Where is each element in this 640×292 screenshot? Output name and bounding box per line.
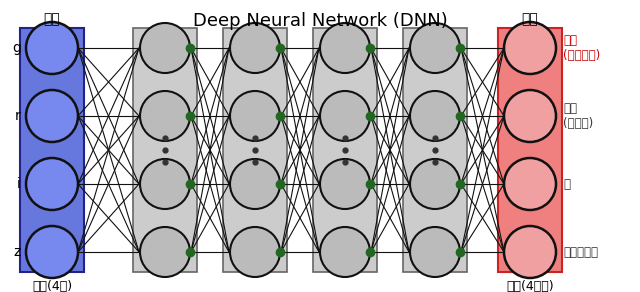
- Ellipse shape: [504, 158, 556, 210]
- Ellipse shape: [26, 22, 78, 74]
- Ellipse shape: [26, 90, 78, 142]
- Ellipse shape: [410, 227, 460, 277]
- Text: 出力: 出力: [522, 12, 538, 26]
- Text: 星: 星: [563, 178, 570, 190]
- Text: r: r: [15, 109, 21, 123]
- Ellipse shape: [410, 159, 460, 209]
- Bar: [498, 28, 562, 272]
- Text: 確率(4種類): 確率(4種類): [506, 280, 554, 292]
- Ellipse shape: [140, 159, 190, 209]
- Ellipse shape: [140, 91, 190, 141]
- Ellipse shape: [320, 227, 370, 277]
- Bar: [133, 28, 197, 272]
- Ellipse shape: [230, 159, 280, 209]
- Ellipse shape: [504, 22, 556, 74]
- Text: 入力: 入力: [44, 12, 60, 26]
- Ellipse shape: [320, 159, 370, 209]
- Text: Deep Neural Network (DNN): Deep Neural Network (DNN): [193, 12, 447, 30]
- Bar: [405, 144, 465, 156]
- Text: g: g: [12, 41, 21, 55]
- Bar: [20, 28, 84, 272]
- Text: 等級(4色): 等級(4色): [32, 280, 72, 292]
- Text: 銀河
(その他): 銀河 (その他): [563, 102, 593, 130]
- Ellipse shape: [504, 226, 556, 278]
- Ellipse shape: [230, 91, 280, 141]
- Bar: [313, 28, 377, 272]
- Text: 銀河
(形成初期): 銀河 (形成初期): [563, 34, 600, 62]
- Ellipse shape: [140, 23, 190, 73]
- Ellipse shape: [320, 91, 370, 141]
- Text: i: i: [17, 177, 21, 191]
- Ellipse shape: [320, 23, 370, 73]
- Ellipse shape: [230, 227, 280, 277]
- Ellipse shape: [230, 23, 280, 73]
- Bar: [223, 28, 287, 272]
- Ellipse shape: [504, 90, 556, 142]
- Ellipse shape: [26, 158, 78, 210]
- Ellipse shape: [26, 226, 78, 278]
- Bar: [315, 144, 375, 156]
- Text: z: z: [13, 245, 21, 259]
- Ellipse shape: [410, 91, 460, 141]
- Bar: [403, 28, 467, 272]
- Bar: [135, 144, 195, 156]
- Ellipse shape: [410, 23, 460, 73]
- Bar: [225, 144, 285, 156]
- Text: クェーサー: クェーサー: [563, 246, 598, 258]
- Ellipse shape: [140, 227, 190, 277]
